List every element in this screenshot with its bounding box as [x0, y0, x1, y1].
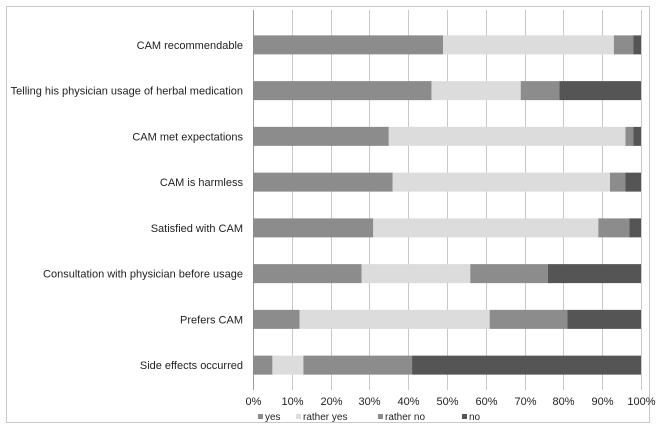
bar-segment-no: [547, 264, 641, 284]
bar-segment-yes: [253, 355, 273, 375]
bar-segment-rather-no: [598, 218, 630, 238]
bar-segment-no: [567, 309, 641, 329]
category-label: CAM met expectations: [132, 131, 243, 143]
category-label: Satisfied with CAM: [151, 223, 243, 235]
bar-segment-rather-no: [470, 264, 548, 284]
legend-label: rather no: [385, 412, 425, 423]
legend-swatch: [462, 414, 467, 419]
x-tick-label: 20%: [320, 396, 342, 408]
bar-segment-rather-yes: [431, 81, 521, 101]
bar-segment-no: [633, 35, 641, 55]
bar-segment-rather-no: [609, 172, 626, 192]
bar-segment-rather-yes: [443, 35, 614, 55]
legend-swatch: [258, 414, 263, 419]
chart-border: [6, 6, 650, 423]
x-tick-label: 50%: [436, 396, 458, 408]
bar-segment-no: [412, 355, 641, 375]
bar-segment-no: [559, 81, 641, 101]
category-label: Side effects occurred: [140, 360, 243, 372]
bar-segment-yes: [253, 172, 393, 192]
x-tick-labels: 0% 10% 20% 30% 40% 50% 60% 70% 80% 90% 100%: [246, 396, 656, 408]
bar-segment-no: [625, 172, 641, 192]
gridlines: [253, 10, 642, 390]
x-tick-label: 70%: [514, 396, 536, 408]
legend-swatch: [378, 414, 383, 419]
bar-segment-rather-no: [613, 35, 634, 55]
bar-segment-rather-yes: [299, 309, 490, 329]
legend-label: rather yes: [303, 412, 347, 423]
legend-swatch: [296, 414, 301, 419]
x-tick-label: 10%: [281, 396, 303, 408]
category-labels: CAM recommendable Telling his physician u…: [11, 40, 244, 372]
bar-segment-rather-yes: [373, 218, 599, 238]
bar-segment-yes: [253, 126, 389, 146]
bar-segment-yes: [253, 218, 374, 238]
bar-segment-no: [633, 126, 641, 146]
category-label: Telling his physician usage of herbal me…: [11, 86, 243, 98]
legend-label: yes: [265, 412, 281, 423]
bar-segment-yes: [253, 264, 362, 284]
bar-segment-rather-no: [625, 126, 634, 146]
legend: yes rather yes rather no no: [258, 412, 481, 423]
bar-segment-no: [629, 218, 641, 238]
x-tick-label: 90%: [591, 396, 613, 408]
category-label: Consultation with physician before usage: [43, 269, 243, 281]
bar-segment-rather-yes: [272, 355, 304, 375]
bar-segment-rather-no: [489, 309, 568, 329]
x-tick-label: 60%: [475, 396, 497, 408]
x-tick-label: 30%: [358, 396, 380, 408]
x-tick-label: 80%: [552, 396, 574, 408]
category-label: CAM is harmless: [160, 177, 244, 189]
bar-segment-yes: [253, 35, 444, 55]
bar-segment-rather-yes: [361, 264, 471, 284]
legend-label: no: [469, 412, 481, 423]
category-label: Prefers CAM: [180, 314, 243, 326]
bars: [253, 35, 641, 375]
x-tick-label: 0%: [246, 396, 262, 408]
bar-segment-yes: [253, 309, 300, 329]
bar-segment-yes: [253, 81, 432, 101]
x-tick-label: 100%: [627, 396, 655, 408]
bar-segment-rather-yes: [388, 126, 626, 146]
bar-segment-rather-no: [303, 355, 413, 375]
category-label: CAM recommendable: [137, 40, 243, 52]
bar-segment-rather-no: [520, 81, 560, 101]
x-tick-label: 40%: [397, 396, 419, 408]
bar-segment-rather-yes: [392, 172, 610, 192]
